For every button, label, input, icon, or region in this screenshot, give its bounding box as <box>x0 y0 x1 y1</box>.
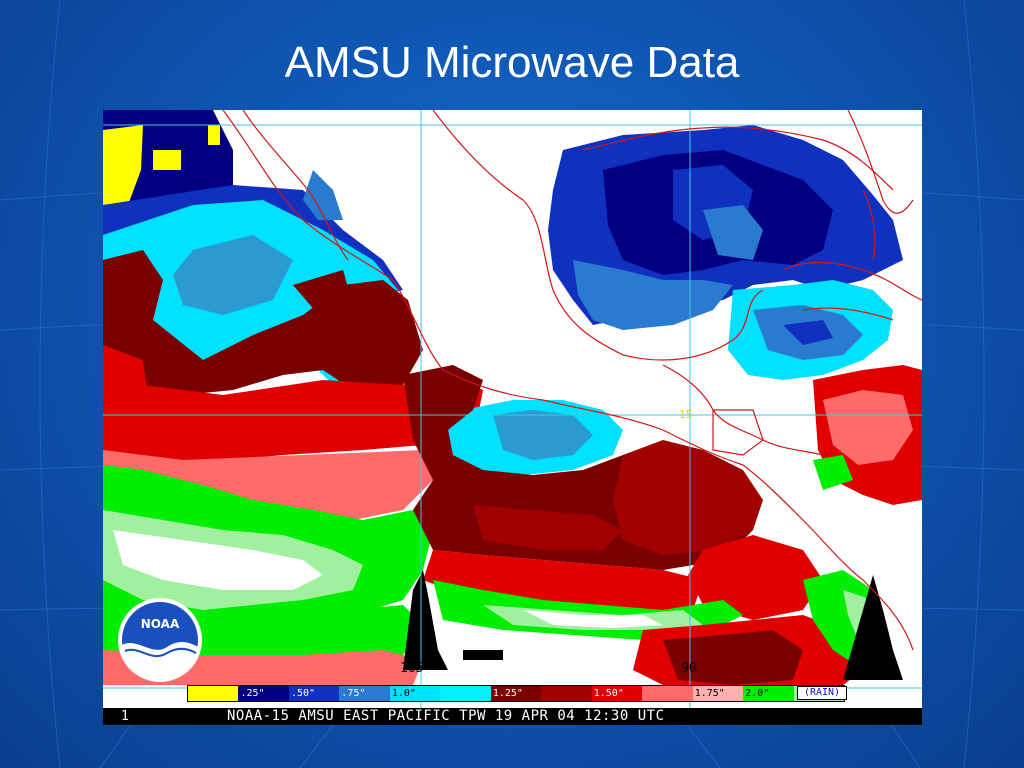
rain-label: (RAIN) <box>797 686 847 700</box>
legend-swatch: .25" <box>238 686 289 701</box>
noaa-logo: NOAA <box>118 598 202 682</box>
tpw-legend: .25" .50" .75" 1.0" 1.25" 1.50" 1.75" 2.0" <box>187 685 845 702</box>
microwave-map: 105 90 15 NOAA .25" .50" .75" 1.0" 1.25" 1.50… <box>103 110 922 725</box>
image-index: 1 <box>121 709 129 724</box>
slide-title: AMSU Microwave Data <box>284 38 740 87</box>
legend-swatch: 1.25" <box>490 686 542 701</box>
legend-swatch: .75" <box>339 686 390 701</box>
legend-swatch: 1.50" <box>591 686 643 701</box>
legend-swatch <box>642 686 693 701</box>
map-caption-bar: 1 NOAA-15 AMSU EAST PACIFIC TPW 19 APR 0… <box>103 708 922 725</box>
legend-swatch: 2.0" <box>743 686 794 701</box>
legend-swatch <box>188 686 239 701</box>
noaa-logo-text: NOAA <box>141 617 180 631</box>
legend-swatch: 1.75" <box>692 686 744 701</box>
tpw-field <box>103 110 922 725</box>
legend-swatch: 1.0" <box>389 686 441 701</box>
map-caption: NOAA-15 AMSU EAST PACIFIC TPW 19 APR 04 … <box>227 708 665 724</box>
longitude-label-105: 105 <box>400 661 424 676</box>
legend-swatch <box>440 686 491 701</box>
legend-swatch: .50" <box>288 686 340 701</box>
legend-swatch <box>541 686 592 701</box>
longitude-label-90: 90 <box>681 661 697 676</box>
latitude-label-15: 15 <box>679 408 693 421</box>
